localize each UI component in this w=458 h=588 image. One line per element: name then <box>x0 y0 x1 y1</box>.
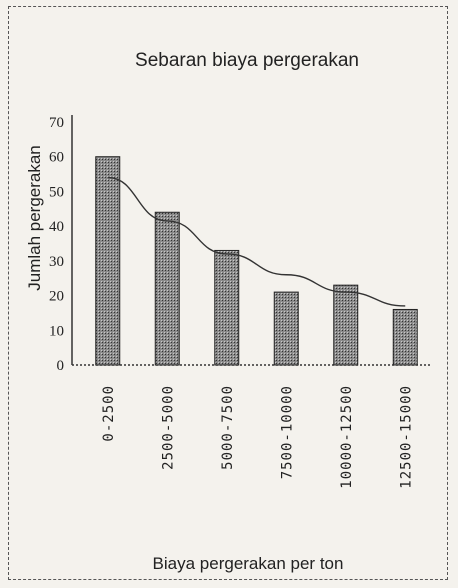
y-axis-title: Jumlah pergerakan <box>25 145 44 291</box>
chart-title: Sebaran biaya pergerakan <box>135 50 359 71</box>
bar <box>154 211 180 366</box>
bars <box>95 156 418 366</box>
y-tick-label: 60 <box>49 150 64 166</box>
bar <box>392 308 418 366</box>
y-axis-ticks: 0 10 20 30 40 50 60 70 <box>49 115 64 374</box>
y-tick-label: 20 <box>49 289 64 305</box>
x-tick-label: 7500-10000 <box>279 385 295 479</box>
x-axis-ticks: 0-2500 2500-5000 5000-7500 7500-10000 10000-… <box>101 385 415 489</box>
bar <box>95 156 121 366</box>
x-tick-label: 10000-12500 <box>339 385 355 489</box>
x-tick-label: 5000-7500 <box>220 385 236 470</box>
bar <box>214 249 240 366</box>
y-tick-label: 30 <box>49 254 64 270</box>
y-tick-label: 0 <box>57 358 65 374</box>
x-tick-label: 0-2500 <box>101 385 117 442</box>
trendline <box>107 176 406 307</box>
bar <box>333 284 359 366</box>
y-tick-label: 50 <box>49 184 64 200</box>
x-tick-label: 12500-15000 <box>398 385 414 489</box>
x-axis-title: Biaya pergerakan per ton <box>153 554 344 573</box>
x-tick-label: 2500-5000 <box>160 385 176 470</box>
chart-frame <box>8 6 448 580</box>
y-tick-label: 40 <box>49 219 64 235</box>
bar <box>273 291 299 366</box>
y-tick-label: 10 <box>49 323 64 339</box>
y-tick-label: 70 <box>49 115 64 131</box>
